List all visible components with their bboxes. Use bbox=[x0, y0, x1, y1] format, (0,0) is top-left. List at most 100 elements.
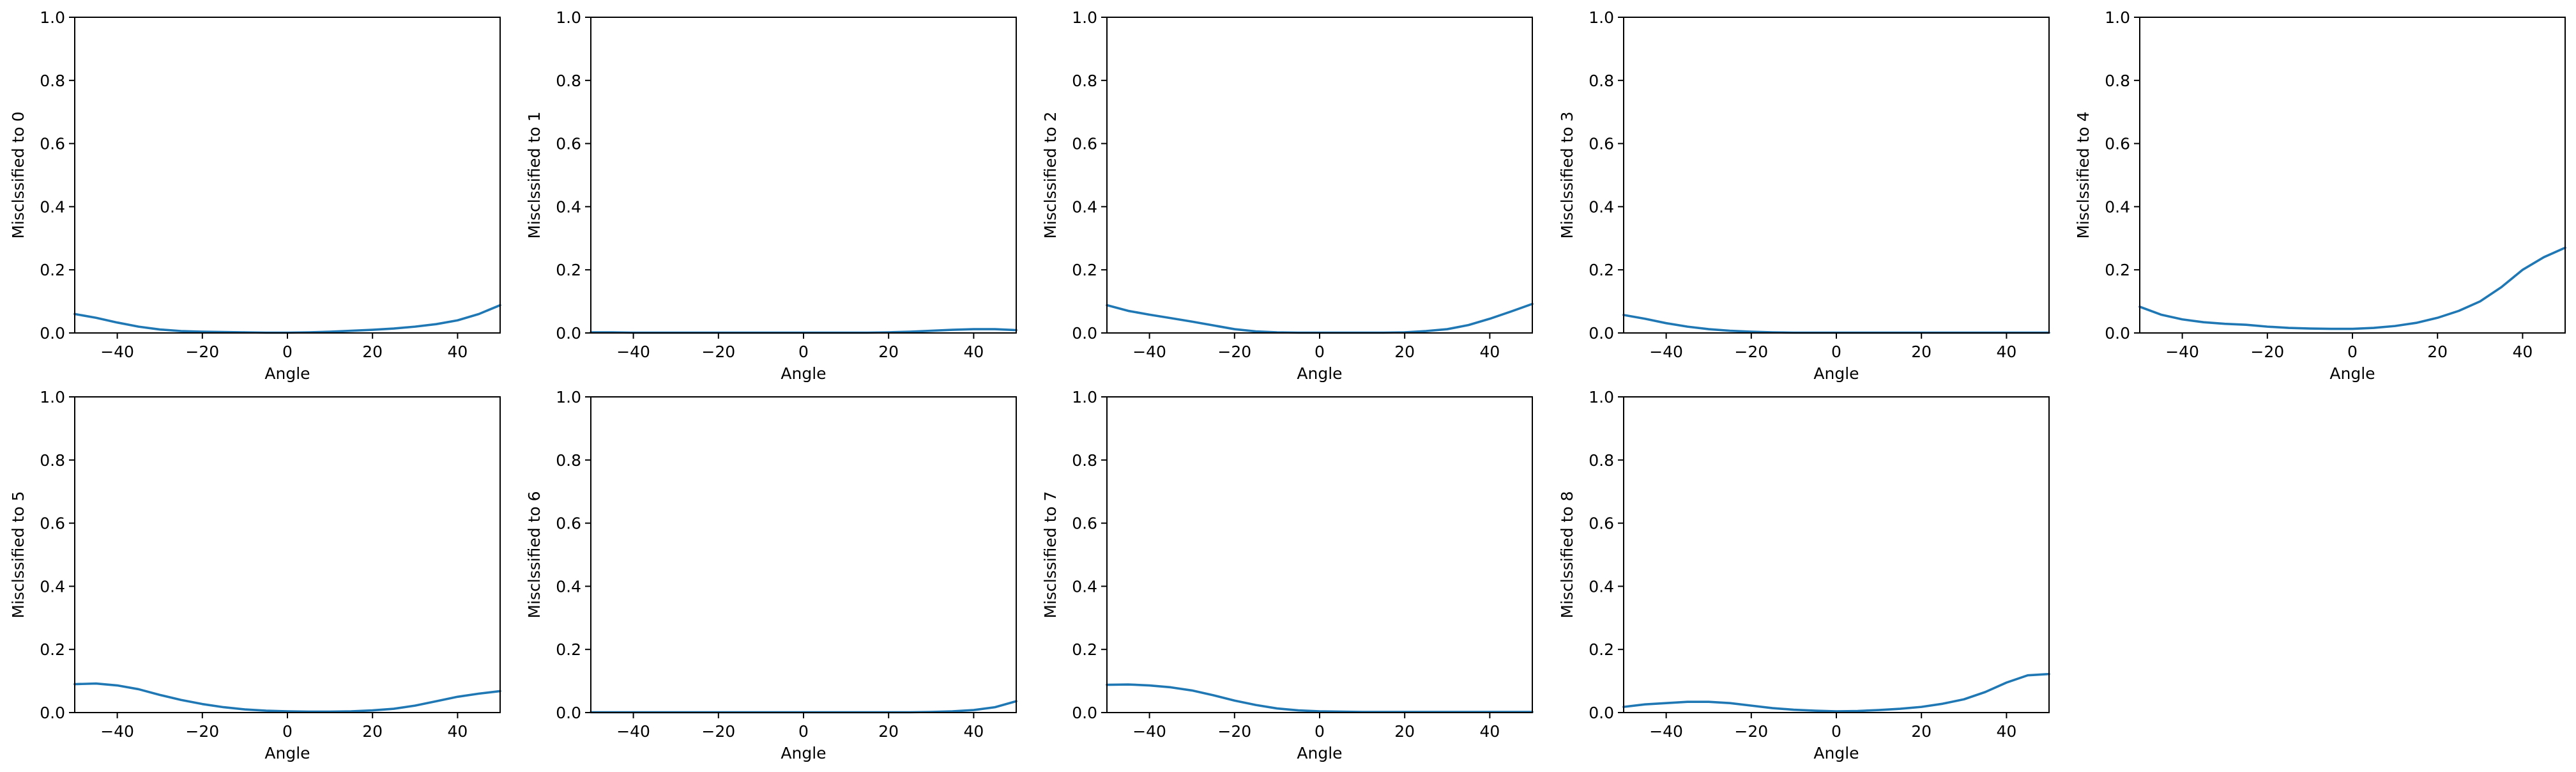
x-tick-label: −40 bbox=[100, 343, 134, 361]
x-tick-label: 20 bbox=[1911, 722, 1932, 741]
x-axis-label: Angle bbox=[264, 744, 310, 762]
axes-frame bbox=[74, 17, 501, 334]
x-tick-label: 20 bbox=[1911, 343, 1932, 361]
y-axis-label: Misclssified to 0 bbox=[9, 111, 27, 238]
y-tick-label: 0.6 bbox=[556, 514, 581, 533]
subplot-misclassified-to-5: 0.0 0.2 0.4 0.6 0.8 1.0 −40 −20 0 20 40 Angle Miscls… bbox=[9, 388, 501, 762]
x-axis-label: Angle bbox=[781, 744, 826, 762]
x-tick-label: 0 bbox=[282, 343, 293, 361]
x-tick-label: 0 bbox=[1315, 343, 1325, 361]
y-tick-label: 0.8 bbox=[40, 72, 65, 90]
x-tick-label: 0 bbox=[1831, 343, 1841, 361]
x-tick-label: −20 bbox=[1217, 722, 1251, 741]
axes-frame bbox=[590, 396, 1017, 713]
y-tick-label: 1.0 bbox=[2105, 8, 2130, 27]
x-tick-label: 0 bbox=[798, 343, 809, 361]
y-tick-label: 0.2 bbox=[1072, 261, 1097, 279]
x-axis-label: Angle bbox=[781, 364, 826, 383]
x-tick-label: −20 bbox=[701, 722, 735, 741]
y-axis-label: Misclssified to 4 bbox=[2074, 111, 2092, 238]
subplot-misclassified-to-7: 0.0 0.2 0.4 0.6 0.8 1.0 −40 −20 0 20 40 Angle Miscls… bbox=[1041, 388, 1534, 762]
y-tick-label: 0.2 bbox=[556, 261, 581, 279]
y-tick-label: 1.0 bbox=[1072, 388, 1097, 406]
y-tick-label: 0.0 bbox=[40, 704, 65, 722]
x-axis-label: Angle bbox=[1297, 364, 1342, 383]
y-tick-label: 0.8 bbox=[1072, 451, 1097, 470]
y-axis-label: Misclssified to 3 bbox=[1558, 111, 1576, 238]
x-axis-label: Angle bbox=[1813, 364, 1859, 383]
y-tick-label: 0.8 bbox=[2105, 72, 2130, 90]
x-tick-label: −40 bbox=[616, 343, 650, 361]
x-tick-label: 40 bbox=[1996, 343, 2016, 361]
y-tick-label: 1.0 bbox=[1072, 8, 1097, 27]
y-tick-label: 1.0 bbox=[40, 388, 65, 406]
x-tick-label: −40 bbox=[616, 722, 650, 741]
x-axis-label: Angle bbox=[1813, 744, 1859, 762]
subplot-misclassified-to-8: 0.0 0.2 0.4 0.6 0.8 1.0 −40 −20 0 20 40 Angle Miscls… bbox=[1558, 388, 2050, 762]
y-tick-label: 0.4 bbox=[2105, 197, 2130, 216]
x-tick-label: 40 bbox=[1479, 343, 1500, 361]
y-tick-label: 0.2 bbox=[40, 640, 65, 659]
axes-frame bbox=[590, 17, 1017, 334]
y-tick-label: 0.2 bbox=[1589, 640, 1614, 659]
x-tick-label: 20 bbox=[1394, 722, 1415, 741]
subplot-misclassified-to-0: 0.0 0.2 0.4 0.6 0.8 1.0 −40 −20 0 20 40 Angle Miscls… bbox=[9, 8, 501, 383]
y-tick-label: 0.8 bbox=[1589, 72, 1614, 90]
x-tick-label: −20 bbox=[1734, 343, 1768, 361]
y-tick-label: 0.6 bbox=[1072, 135, 1097, 153]
x-tick-label: −40 bbox=[1132, 722, 1166, 741]
y-tick-label: 0.2 bbox=[2105, 261, 2130, 279]
y-tick-label: 0.6 bbox=[1589, 514, 1614, 533]
y-tick-label: 0.0 bbox=[2105, 324, 2130, 343]
y-tick-label: 0.2 bbox=[1072, 640, 1097, 659]
y-tick-label: 0.6 bbox=[556, 135, 581, 153]
x-tick-label: 40 bbox=[1996, 722, 2016, 741]
series-line-4-0 bbox=[2138, 246, 2566, 330]
y-tick-label: 0.6 bbox=[1589, 135, 1614, 153]
x-axis-label: Angle bbox=[264, 364, 310, 383]
y-tick-label: 0.0 bbox=[556, 704, 581, 722]
y-tick-label: 0.4 bbox=[556, 197, 581, 216]
y-axis-label: Misclssified to 6 bbox=[525, 491, 544, 618]
x-tick-label: 40 bbox=[1479, 722, 1500, 741]
y-tick-label: 0.4 bbox=[1072, 577, 1097, 596]
series-line-2-0 bbox=[1106, 302, 1534, 334]
x-tick-label: −40 bbox=[1132, 343, 1166, 361]
axes-frame bbox=[1106, 17, 1533, 334]
y-tick-label: 0.4 bbox=[1589, 197, 1614, 216]
y-tick-label: 1.0 bbox=[1589, 8, 1614, 27]
x-tick-label: −40 bbox=[1649, 343, 1683, 361]
x-tick-label: −20 bbox=[701, 343, 735, 361]
series-line-7-0 bbox=[1106, 683, 1534, 713]
y-tick-label: 0.6 bbox=[1072, 514, 1097, 533]
y-tick-label: 0.0 bbox=[1589, 704, 1614, 722]
x-tick-label: 0 bbox=[798, 722, 809, 741]
x-tick-label: 0 bbox=[1315, 722, 1325, 741]
subplot-misclassified-to-3: 0.0 0.2 0.4 0.6 0.8 1.0 −40 −20 0 20 40 Angle Miscls… bbox=[1558, 8, 2050, 383]
y-axis-label: Misclssified to 8 bbox=[1558, 491, 1576, 618]
x-tick-label: −20 bbox=[1734, 722, 1768, 741]
y-tick-label: 1.0 bbox=[556, 388, 581, 406]
x-axis-label: Angle bbox=[1297, 744, 1342, 762]
y-tick-label: 0.4 bbox=[40, 577, 65, 596]
x-tick-label: 20 bbox=[2427, 343, 2448, 361]
series-line-5-0 bbox=[73, 682, 501, 713]
y-tick-label: 0.8 bbox=[1072, 72, 1097, 90]
subplot-misclassified-to-6: 0.0 0.2 0.4 0.6 0.8 1.0 −40 −20 0 20 40 Angle Miscls… bbox=[525, 388, 1017, 762]
axes-frame bbox=[1106, 396, 1533, 713]
y-tick-label: 0.0 bbox=[1072, 704, 1097, 722]
axes-frame bbox=[2139, 17, 2566, 334]
y-tick-label: 1.0 bbox=[40, 8, 65, 27]
y-tick-label: 0.0 bbox=[1589, 324, 1614, 343]
y-tick-label: 0.0 bbox=[1072, 324, 1097, 343]
x-axis-label: Angle bbox=[2329, 364, 2375, 383]
subplot-misclassified-to-1: 0.0 0.2 0.4 0.6 0.8 1.0 −40 −20 0 20 40 Angle Miscls… bbox=[525, 8, 1017, 383]
y-tick-label: 0.4 bbox=[556, 577, 581, 596]
series-line-1-0 bbox=[590, 328, 1017, 334]
subplot-misclassified-to-4: 0.0 0.2 0.4 0.6 0.8 1.0 −40 −20 0 20 40 Angle Miscls… bbox=[2074, 8, 2566, 383]
x-tick-label: 0 bbox=[282, 722, 293, 741]
x-tick-label: −40 bbox=[1649, 722, 1683, 741]
y-tick-label: 0.0 bbox=[40, 324, 65, 343]
y-tick-label: 0.2 bbox=[40, 261, 65, 279]
